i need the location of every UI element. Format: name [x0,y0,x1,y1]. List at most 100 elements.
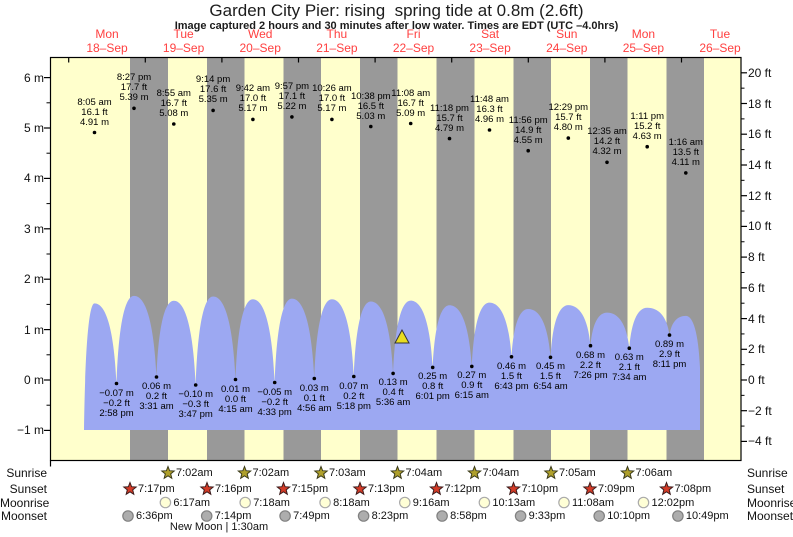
low-tide-annotation: 0.89 m 2.9 ft 8:11 pm [652,339,687,371]
new-moon-label: New Moon | 1:30am [169,521,269,533]
moonset-time: 10:49pm [685,510,729,522]
low-tide-annotation: 0.03 m 0.1 ft 4:56 am [297,382,332,414]
astro-row-label-left: Sunset [9,482,47,496]
high-tide-annotation: 11:56 pm 14.9 ft 4.55 m [508,114,548,146]
sunset-star-icon [199,481,215,496]
high-tide-annotation: 11:48 am 16.3 ft 4.96 m [470,94,509,125]
m-axis-tick-label: 2 m [23,272,44,287]
sunrise-star-icon [467,465,482,480]
low-tide-dot [470,364,474,369]
astro-row-label-right: Moonrise [747,495,793,510]
page-title: Garden City Pier: rising spring tide at … [209,1,584,20]
high-tide-dot [645,144,649,149]
high-tide-annotation: 8:55 am 16.7 ft 5.08 m [156,88,191,119]
low-tide-annotation: 0.45 m 1.5 ft 6:54 am [533,361,568,393]
moonrise-time: 10:13am [492,496,536,509]
day-label: Wed [247,27,273,41]
day-label: Mon [95,27,119,41]
moonrise-icon [637,496,650,509]
sunset-star-icon [352,481,368,496]
day-label: Sun [556,27,578,41]
moonrise-icon [398,496,411,509]
high-tide-dot [447,136,452,141]
high-tide-annotation: 1:11 pm 15.2 ft 4.63 m [630,110,664,142]
moonset-time: 9:33pm [528,510,566,522]
ft-axis-tick-label: 16 ft [748,127,772,142]
moonrise-time: 7:18am [253,496,290,509]
astro-row-label-left: Sunrise [6,466,47,480]
high-tide-dot [211,108,215,113]
moonrise-icon [159,496,172,509]
day-label: Mon [631,27,656,41]
high-tide-annotation: 11:18 pm 15.7 ft 4.79 m [430,102,469,134]
sunset-star-icon [276,481,291,496]
high-tide-dot [369,124,373,129]
date-label: 19–Sep [162,40,205,55]
ft-axis-tick-label: 0 ft [748,373,765,387]
sunrise-star-icon [160,465,176,480]
high-tide-annotation: 8:27 pm 17.7 ft 5.39 m [116,72,152,104]
high-tide-annotation: 12:35 am 14.2 ft 4.32 m [587,126,627,158]
sunrise-time: 7:02am [252,467,290,479]
moonset-icon [200,510,213,522]
sunset-star-icon [429,481,444,496]
high-tide-dot [526,148,530,153]
low-tide-annotation: 0.06 m 0.2 ft 3:31 am [139,381,174,412]
date-label: 18–Sep [86,40,128,55]
sunset-star-icon [122,481,138,496]
high-tide-dot [330,117,334,122]
astro-row-label-left: Moonrise [0,495,50,510]
date-label: 23–Sep [469,40,511,55]
date-label: 24–Sep [546,40,588,55]
moonrise-time: 6:17am [173,496,211,509]
high-tide-annotation: 10:38 pm 16.5 ft 5.03 m [350,90,391,122]
ft-axis-tick-label: 10 ft [748,219,772,234]
sunrise-time: 7:06am [635,467,673,479]
sunset-star-icon [659,481,674,496]
high-tide-annotation: 12:29 pm 15.7 ft 4.80 m [548,102,589,134]
low-tide-annotation: 0.25 m 0.8 ft 6:01 pm [415,371,450,403]
high-tide-annotation: 11:08 am 16.7 ft 5.09 m [391,87,431,119]
ft-axis-tick-label: 12 ft [748,188,772,203]
date-label: 26–Sep [699,40,741,55]
m-axis-tick-label: 0 m [23,373,44,387]
astro-row-label-right: Sunrise [747,466,788,480]
sunset-time: 7:09pm [598,483,635,495]
day-label: Thu [326,27,348,41]
date-label: 20–Sep [239,40,281,55]
low-tide-dot [272,380,277,385]
m-axis-tick-label: 1 m [23,322,44,337]
sunset-time: 7:16pm [215,483,252,495]
moonset-time: 8:58pm [450,510,487,522]
m-axis-tick-label: 6 m [23,70,44,85]
high-tide-annotation: 9:14 pm 17.6 ft 5.35 m [195,74,231,106]
moonset-time: 7:14pm [214,510,252,522]
low-tide-dot [114,381,119,386]
m-axis-tick-label: 5 m [23,121,44,135]
sunrise-time: 7:02am [176,467,213,479]
sunrise-star-icon [543,465,559,480]
moonrise-icon [239,496,251,509]
sunrise-star-icon [390,465,405,480]
high-tide-dot [684,171,688,175]
low-tide-dot [193,383,198,387]
low-tide-dot [548,355,553,360]
low-tide-annotation: 0.13 m 0.4 ft 5:36 am [375,377,411,409]
moonset-icon [593,510,605,522]
moonset-time: 8:23pm [371,510,409,522]
sunset-star-icon [582,481,598,496]
high-tide-annotation: 10:26 am 17.0 ft 5.17 m [312,83,352,115]
plot-border [49,56,742,462]
sunrise-time: 7:04am [405,467,443,479]
low-tide-dot [667,333,672,337]
tide-curve-area [84,295,700,430]
high-tide-annotation: 9:57 pm 17.1 ft 5.22 m [274,80,310,112]
ft-axis-tick-label: 8 ft [748,250,765,265]
sunset-time: 7:12pm [444,483,482,495]
moonrise-time: 8:18am [333,496,370,509]
low-tide-annotation: 0.68 m 2.2 ft 7:26 pm [573,349,608,381]
sunrise-star-icon [313,465,329,480]
day-label: Sat [481,27,500,41]
moonrise-icon [319,496,331,509]
